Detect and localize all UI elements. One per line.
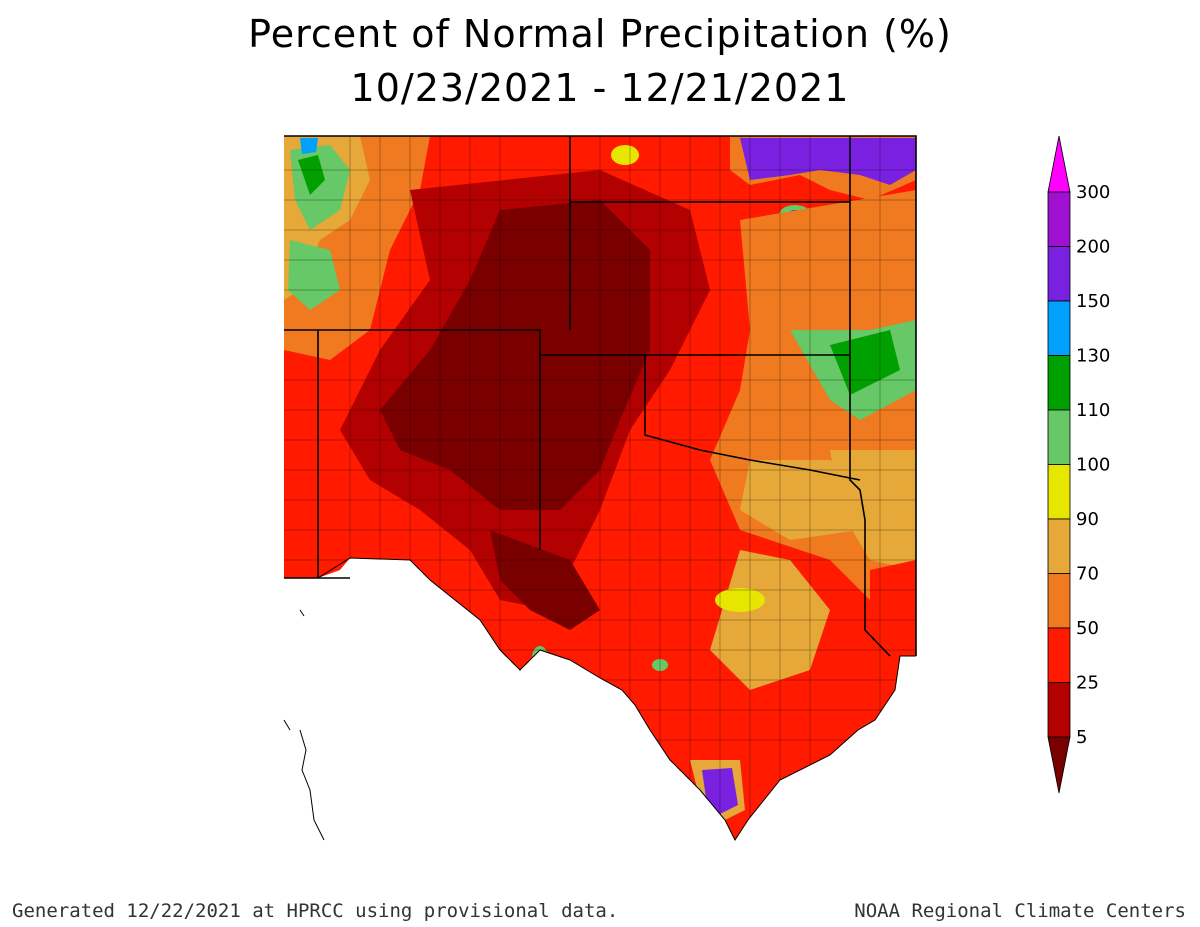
legend-label: 100: [1076, 455, 1110, 476]
legend-label: 90: [1076, 509, 1099, 530]
legend-swatch: [1047, 355, 1071, 411]
legend-swatch: [1047, 300, 1071, 356]
legend-label: 5: [1076, 727, 1087, 748]
legend-swatch: [1047, 191, 1071, 247]
legend-swatch: [1047, 627, 1071, 683]
county-grid: [284, 136, 916, 840]
state-boundaries: [284, 135, 917, 657]
legend-label: 50: [1076, 618, 1099, 639]
precipitation-map: [283, 135, 917, 842]
legend-label: 110: [1076, 400, 1110, 421]
source-credit: NOAA Regional Climate Centers: [854, 900, 1186, 922]
generated-note: Generated 12/22/2021 at HPRCC using prov…: [12, 900, 619, 922]
legend-swatch-top: [1047, 135, 1071, 193]
coastline: [283, 557, 916, 842]
legend-swatch: [1047, 464, 1071, 520]
legend-swatch: [1047, 682, 1071, 738]
legend-swatch: [1047, 246, 1071, 302]
legend-label: 130: [1076, 346, 1110, 367]
legend-label: 200: [1076, 237, 1110, 258]
map-title: Percent of Normal Precipitation (%): [248, 12, 952, 56]
legend-label: 70: [1076, 564, 1099, 585]
color-legend: 5 25 50 70 90 100 110 130 150 200 300: [1047, 135, 1110, 794]
legend-label: 300: [1076, 182, 1110, 203]
legend-label: 25: [1076, 673, 1099, 694]
legend-labels: 5 25 50 70 90 100 110 130 150 200 300: [1076, 182, 1110, 748]
legend-swatches: [1047, 135, 1071, 794]
legend-swatch-bottom: [1047, 736, 1071, 794]
legend-label: 150: [1076, 291, 1110, 312]
map-date-range: 10/23/2021 - 12/21/2021: [350, 66, 850, 110]
legend-swatch: [1047, 518, 1071, 574]
legend-swatch: [1047, 409, 1071, 465]
legend-swatch: [1047, 573, 1071, 629]
